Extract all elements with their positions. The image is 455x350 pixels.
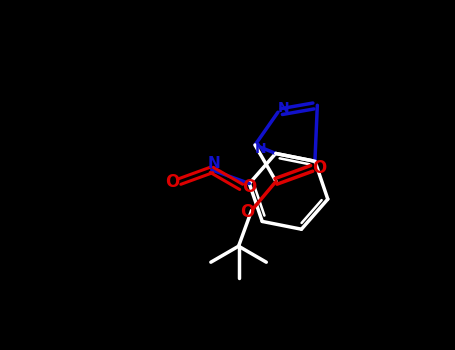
Text: O: O [242, 178, 256, 196]
Text: N: N [207, 156, 220, 172]
Text: O: O [313, 159, 327, 177]
Text: N: N [278, 101, 290, 115]
Text: O: O [165, 173, 179, 190]
Text: O: O [240, 203, 255, 222]
Text: N: N [255, 142, 267, 156]
